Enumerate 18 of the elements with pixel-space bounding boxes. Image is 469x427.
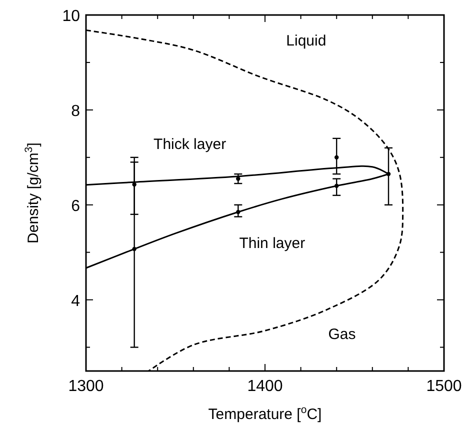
point <box>334 184 339 188</box>
y-tick-label: 10 <box>62 8 80 25</box>
y-tick-label: 8 <box>71 102 80 120</box>
point <box>386 172 391 176</box>
point <box>236 210 240 214</box>
point <box>236 176 240 181</box>
x-tick-label: 1300 <box>68 378 104 395</box>
point <box>132 246 136 252</box>
x-axis-title: Temperature [$^{o}$C] <box>208 404 322 423</box>
x-tick-label: 1500 <box>426 378 462 395</box>
x-tick-label: 1400 <box>247 378 283 395</box>
y-tick-label: 6 <box>71 198 80 215</box>
series-label: Thick layer <box>154 136 226 154</box>
y-tick-label: 4 <box>71 292 80 310</box>
annotation: Gas <box>328 326 356 343</box>
annotation: Liquid <box>286 32 326 50</box>
series-label: Thin layer <box>239 234 306 252</box>
point <box>334 155 339 160</box>
